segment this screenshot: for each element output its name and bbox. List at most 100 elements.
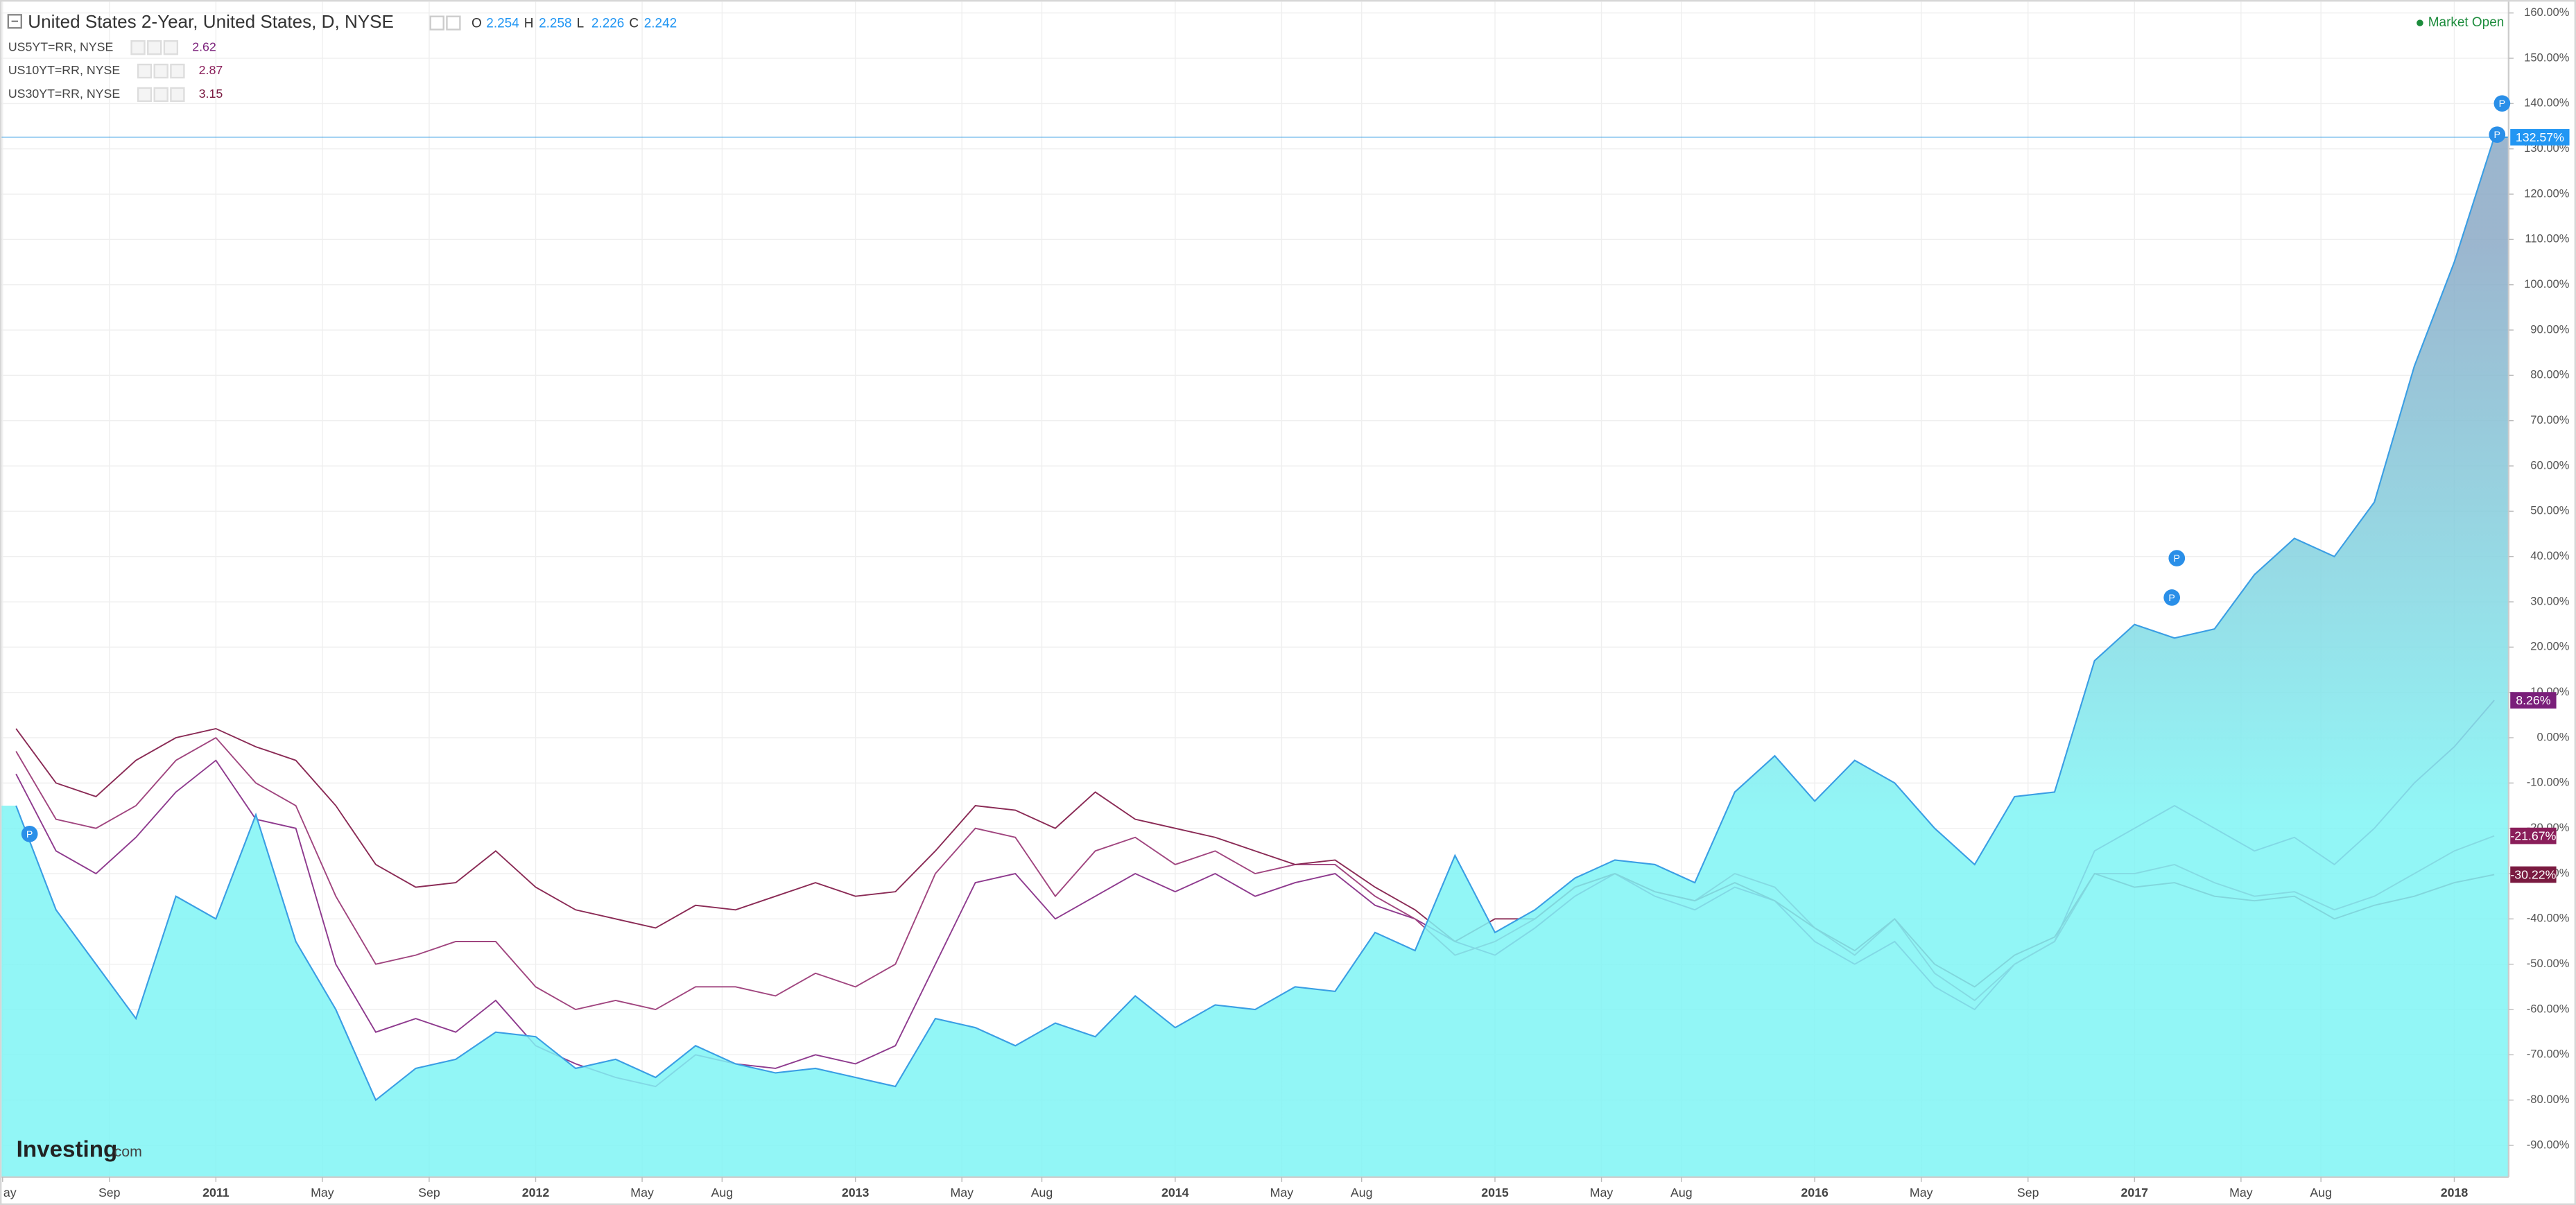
legend-value: 2.62 [192,40,216,53]
y-tick-label: -80.00% [2527,1093,2570,1106]
price-label: 8.26% [2516,693,2551,707]
x-tick-label: Aug [2310,1186,2332,1199]
price-label: -21.67% [2510,829,2556,842]
legend-name: US30YT=RR, NYSE [8,87,120,101]
logo: Investing [17,1137,118,1163]
ohlc-key: L [577,16,585,31]
x-tick-label: 2012 [522,1186,550,1199]
legend-button[interactable] [130,40,146,55]
y-tick-label: -70.00% [2527,1048,2570,1061]
legend-button[interactable] [170,87,185,103]
x-tick-label: Aug [711,1186,734,1199]
price-label-box [2510,827,2557,844]
event-icon: P [2168,593,2175,604]
y-tick-label: 80.00% [2530,368,2569,381]
x-tick-label: 2018 [2441,1186,2469,1199]
y-tick-label: 40.00% [2530,549,2569,562]
x-tick-label: May [950,1186,974,1199]
market-status: Market Open [2428,15,2505,30]
logo-suffix: .com [110,1143,142,1160]
legend-button[interactable] [137,87,153,103]
x-tick-label: 2011 [202,1186,230,1199]
x-tick-label: Aug [1031,1186,1053,1199]
y-tick-label: 50.00% [2530,504,2569,517]
y-tick-label: 100.00% [2524,277,2570,291]
y-tick-label: -40.00% [2527,912,2570,925]
legend-button[interactable] [137,63,153,79]
legend-button[interactable] [153,87,168,103]
x-tick-label: 2017 [2121,1186,2149,1199]
header-button[interactable] [429,15,444,31]
x-tick-label: ay [3,1186,17,1199]
legend-button[interactable] [153,63,168,79]
x-tick-label: 2014 [1161,1186,1189,1199]
x-tick-label: May [1590,1186,1614,1199]
y-tick-label: -60.00% [2527,1002,2570,1015]
x-tick-label: Sep [418,1186,440,1199]
x-tick-label: Aug [1351,1186,1373,1199]
y-tick-label: 60.00% [2530,458,2569,471]
y-tick-label: 160.00% [2524,6,2570,19]
collapse-icon[interactable] [7,14,22,29]
event-icon: P [2499,98,2505,110]
y-tick-label: 110.00% [2525,232,2569,245]
header-button[interactable] [446,15,461,31]
ohlc-value: 2.254 [486,16,519,31]
price-label-box [2510,866,2557,883]
x-tick-label: 2016 [1801,1186,1829,1199]
event-marker[interactable] [21,826,38,842]
ohlc-key: O [472,16,482,31]
y-tick-label: 120.00% [2524,187,2570,200]
legend-value: 3.15 [199,87,223,101]
legend-value: 2.87 [199,63,223,77]
ohlc-key: H [524,16,534,31]
event-marker[interactable] [2489,126,2506,144]
y-tick-label: 70.00% [2530,413,2569,426]
ohlc-value: 2.258 [539,16,571,31]
x-tick-label: May [630,1186,654,1199]
ohlc-value: 2.242 [644,16,677,31]
event-icon: P [2174,553,2180,564]
price-label-box [2510,129,2570,146]
y-tick-label: -90.00% [2527,1138,2570,1151]
legend-name: US10YT=RR, NYSE [8,63,120,77]
event-marker[interactable] [2168,550,2186,566]
price-label: 132.57% [2516,130,2564,144]
y-tick-label: 0.00% [2537,730,2570,743]
y-tick-label: 150.00% [2524,51,2570,64]
ohlc-value: 2.226 [591,16,624,31]
x-tick-label: May [311,1186,334,1199]
y-tick-label: 140.00% [2524,96,2570,110]
event-icon: P [2494,130,2500,141]
legend-button[interactable] [147,40,162,55]
y-tick-label: 20.00% [2530,640,2569,653]
event-marker[interactable] [2163,589,2181,606]
legend-button[interactable] [170,63,185,79]
area [1,137,2509,1177]
event-icon: P [26,829,33,840]
x-tick-label: 2015 [1481,1186,1509,1199]
event-markers: P P P P P [21,95,2511,842]
ohlc-key: C [629,16,639,31]
x-tick-label: Aug [1670,1186,1693,1199]
x-tick-label: 2013 [842,1186,870,1199]
x-tick-label: May [2229,1186,2253,1199]
x-tick-label: May [1270,1186,1294,1199]
price-label: -30.22% [2510,867,2556,881]
status-dot [2417,19,2423,26]
y-tick-label: 30.00% [2530,594,2569,607]
price-label-box [2510,692,2557,709]
event-marker[interactable] [2493,95,2511,112]
x-tick-label: Sep [98,1186,121,1199]
x-tick-label: Sep [2017,1186,2039,1199]
x-tick-label: May [1910,1186,1933,1199]
y-tick-label: 90.00% [2530,322,2569,336]
area-line [15,136,2509,1102]
y-tick-label: -10.00% [2527,776,2570,789]
chart-title: United States 2-Year, United States, D, … [28,11,394,32]
y-tick-label: -50.00% [2527,957,2570,970]
legend-name: US5YT=RR, NYSE [8,40,114,53]
legend-button[interactable] [163,40,179,55]
